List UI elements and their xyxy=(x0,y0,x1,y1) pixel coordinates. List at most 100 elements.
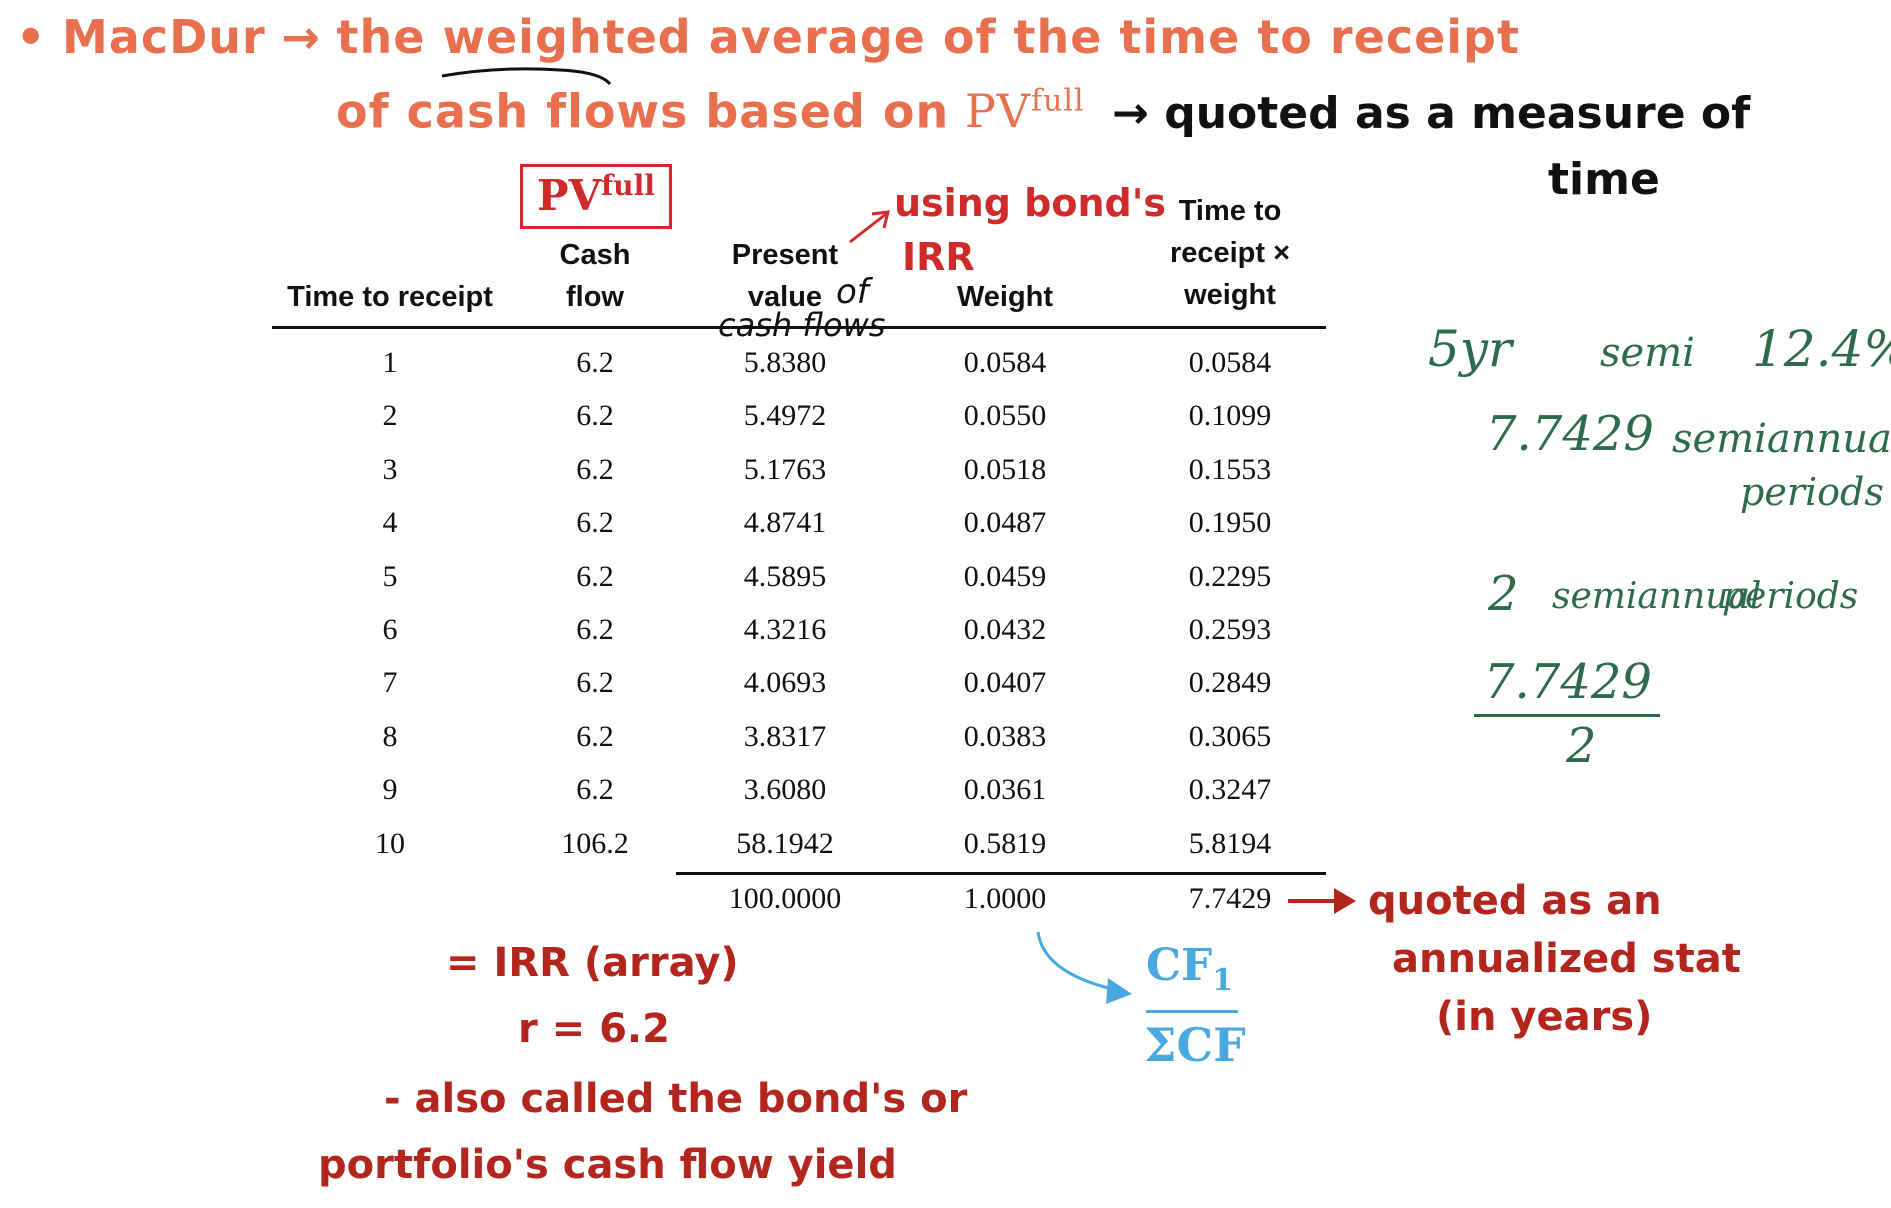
total-arrow xyxy=(1288,888,1356,914)
note-line-1: • MacDur → the weighted average of the t… xyxy=(16,10,1520,64)
header-cash: Cash xyxy=(559,239,631,271)
definition-text-2: of cash flows based on xyxy=(336,84,950,139)
quoted-measure-text: quoted as a measure of xyxy=(1164,88,1751,139)
cell-time: 3 xyxy=(382,452,398,486)
cell-weight: 0.0407 xyxy=(963,666,1047,700)
cell-weight: 0.0361 xyxy=(963,773,1047,807)
cell-cash-flow: 6.2 xyxy=(576,613,614,646)
using-arrow xyxy=(849,210,890,244)
pv-sup: full xyxy=(1031,84,1085,119)
cell-time-x-weight: 0.3065 xyxy=(1188,719,1272,753)
cell-time: 1 xyxy=(382,346,398,379)
value-of-annotation: of xyxy=(836,272,869,312)
cash-flow-yield-note: portfolio's cash flow yield xyxy=(318,1142,897,1188)
green-2: 2 xyxy=(1488,566,1519,622)
using-irr-note: using bond's IRR xyxy=(894,176,1166,284)
macdur-label: MacDur xyxy=(62,10,266,64)
quoted-line-3: (in years) xyxy=(1436,994,1653,1040)
cf-num-text: CF xyxy=(1146,940,1213,991)
cell-time-x-weight: 0.1553 xyxy=(1188,452,1272,486)
cell-time-x-weight: 0.2849 xyxy=(1188,666,1272,700)
header-value: value xyxy=(747,281,823,313)
cell-time: 6 xyxy=(382,613,398,646)
green-frac-num: 7.7429 xyxy=(1484,654,1652,710)
total-pv: 100.0000 xyxy=(728,882,842,915)
cash-flows-annotation: cash flows xyxy=(718,306,886,344)
header-rule xyxy=(272,326,1326,329)
cell-time-x-weight: 0.1950 xyxy=(1188,506,1272,540)
cell-cash-flow: 6.2 xyxy=(576,506,614,540)
cf-sub: 1 xyxy=(1212,962,1234,998)
cell-time-x-weight: 0.3247 xyxy=(1188,773,1272,807)
cell-present-value: 5.1763 xyxy=(743,452,827,486)
green-rate: 12.4% xyxy=(1752,320,1891,378)
cell-cash-flow: 6.2 xyxy=(576,399,614,433)
header-tw-1: Time to xyxy=(1178,195,1282,227)
cell-present-value: 5.8380 xyxy=(743,346,827,379)
cell-time-x-weight: 0.0584 xyxy=(1188,346,1272,379)
cell-cash-flow: 6.2 xyxy=(576,346,614,379)
cf-denominator: ΣCF xyxy=(1144,1018,1246,1072)
green-semiannual: semiannual xyxy=(1672,416,1891,462)
using-line-1: using bond's xyxy=(894,181,1166,225)
cell-cash-flow: 106.2 xyxy=(561,826,629,860)
cell-cash-flow: 6.2 xyxy=(576,719,614,753)
cell-time: 5 xyxy=(382,559,398,593)
using-line-2: IRR xyxy=(902,235,975,279)
header-present: Present xyxy=(731,239,839,271)
cell-present-value: 4.3216 xyxy=(743,613,827,646)
boxed-pv-sup: full xyxy=(601,169,655,202)
cell-present-value: 4.8741 xyxy=(743,506,827,540)
header-cash-flow: Cash flow xyxy=(530,234,660,318)
green-periods: periods xyxy=(1740,470,1884,514)
quoted-annualized-note: quoted as an annualized stat (in years) xyxy=(1368,872,1741,1046)
cell-time: 2 xyxy=(382,399,398,433)
cell-weight: 0.0550 xyxy=(963,399,1047,433)
green-7-7429: 7.7429 xyxy=(1486,406,1654,462)
cell-time-x-weight: 0.2593 xyxy=(1188,613,1272,646)
green-frac-bar xyxy=(1474,714,1660,717)
weight-arrow xyxy=(1036,931,1132,1004)
total-weight: 1.0000 xyxy=(963,882,1047,915)
bullet: • xyxy=(16,10,47,64)
weighted-underline xyxy=(441,67,612,86)
total-rule xyxy=(676,872,1326,875)
cf-numerator: CF1 xyxy=(1146,940,1233,998)
header-time-to-receipt: Time to receipt xyxy=(287,281,493,313)
arrow: → xyxy=(281,10,321,64)
cell-cash-flow: 6.2 xyxy=(576,452,614,486)
boxed-pv-base: PV xyxy=(537,171,602,220)
header-time-x-weight: Time to receipt × weight xyxy=(1150,190,1310,316)
r-value-note: r = 6.2 xyxy=(518,1006,670,1052)
cell-time-x-weight: 0.2295 xyxy=(1188,559,1272,593)
cell-weight: 0.0383 xyxy=(963,719,1047,753)
note-line-3: → quoted as a measure of xyxy=(1112,88,1750,139)
cell-present-value: 3.6080 xyxy=(743,773,827,807)
quoted-line-1: quoted as an xyxy=(1368,878,1662,924)
cell-time: 4 xyxy=(382,506,398,540)
definition-text: the weighted average of the time to rece… xyxy=(336,10,1520,64)
cell-weight: 0.0487 xyxy=(963,506,1047,540)
cell-present-value: 4.0693 xyxy=(743,666,827,700)
green-frac-den: 2 xyxy=(1566,718,1597,774)
note-line-4: time xyxy=(1548,154,1660,205)
cell-present-value: 5.4972 xyxy=(743,399,827,433)
cell-present-value: 4.5895 xyxy=(743,559,827,593)
cell-weight: 0.0432 xyxy=(963,613,1047,646)
cell-time: 7 xyxy=(382,666,398,700)
cell-time: 9 xyxy=(382,773,398,807)
also-called-note: - also called the bond's or xyxy=(384,1076,968,1122)
cell-weight: 0.0518 xyxy=(963,452,1047,486)
total-time-weight: 7.7429 xyxy=(1188,882,1272,915)
cell-time-x-weight: 5.8194 xyxy=(1188,826,1272,860)
cell-cash-flow: 6.2 xyxy=(576,773,614,807)
pv-full-label: PVfull xyxy=(965,84,1085,138)
header-flow: flow xyxy=(566,281,624,313)
header-tw-3: weight xyxy=(1184,279,1276,311)
cell-present-value: 58.1942 xyxy=(736,826,834,860)
quoted-line-2: annualized stat xyxy=(1392,936,1741,982)
cell-cash-flow: 6.2 xyxy=(576,666,614,700)
header-tw-2: receipt × xyxy=(1169,237,1291,269)
boxed-pv-full: PVfull xyxy=(520,164,672,229)
cf-fraction-bar xyxy=(1146,1010,1238,1013)
